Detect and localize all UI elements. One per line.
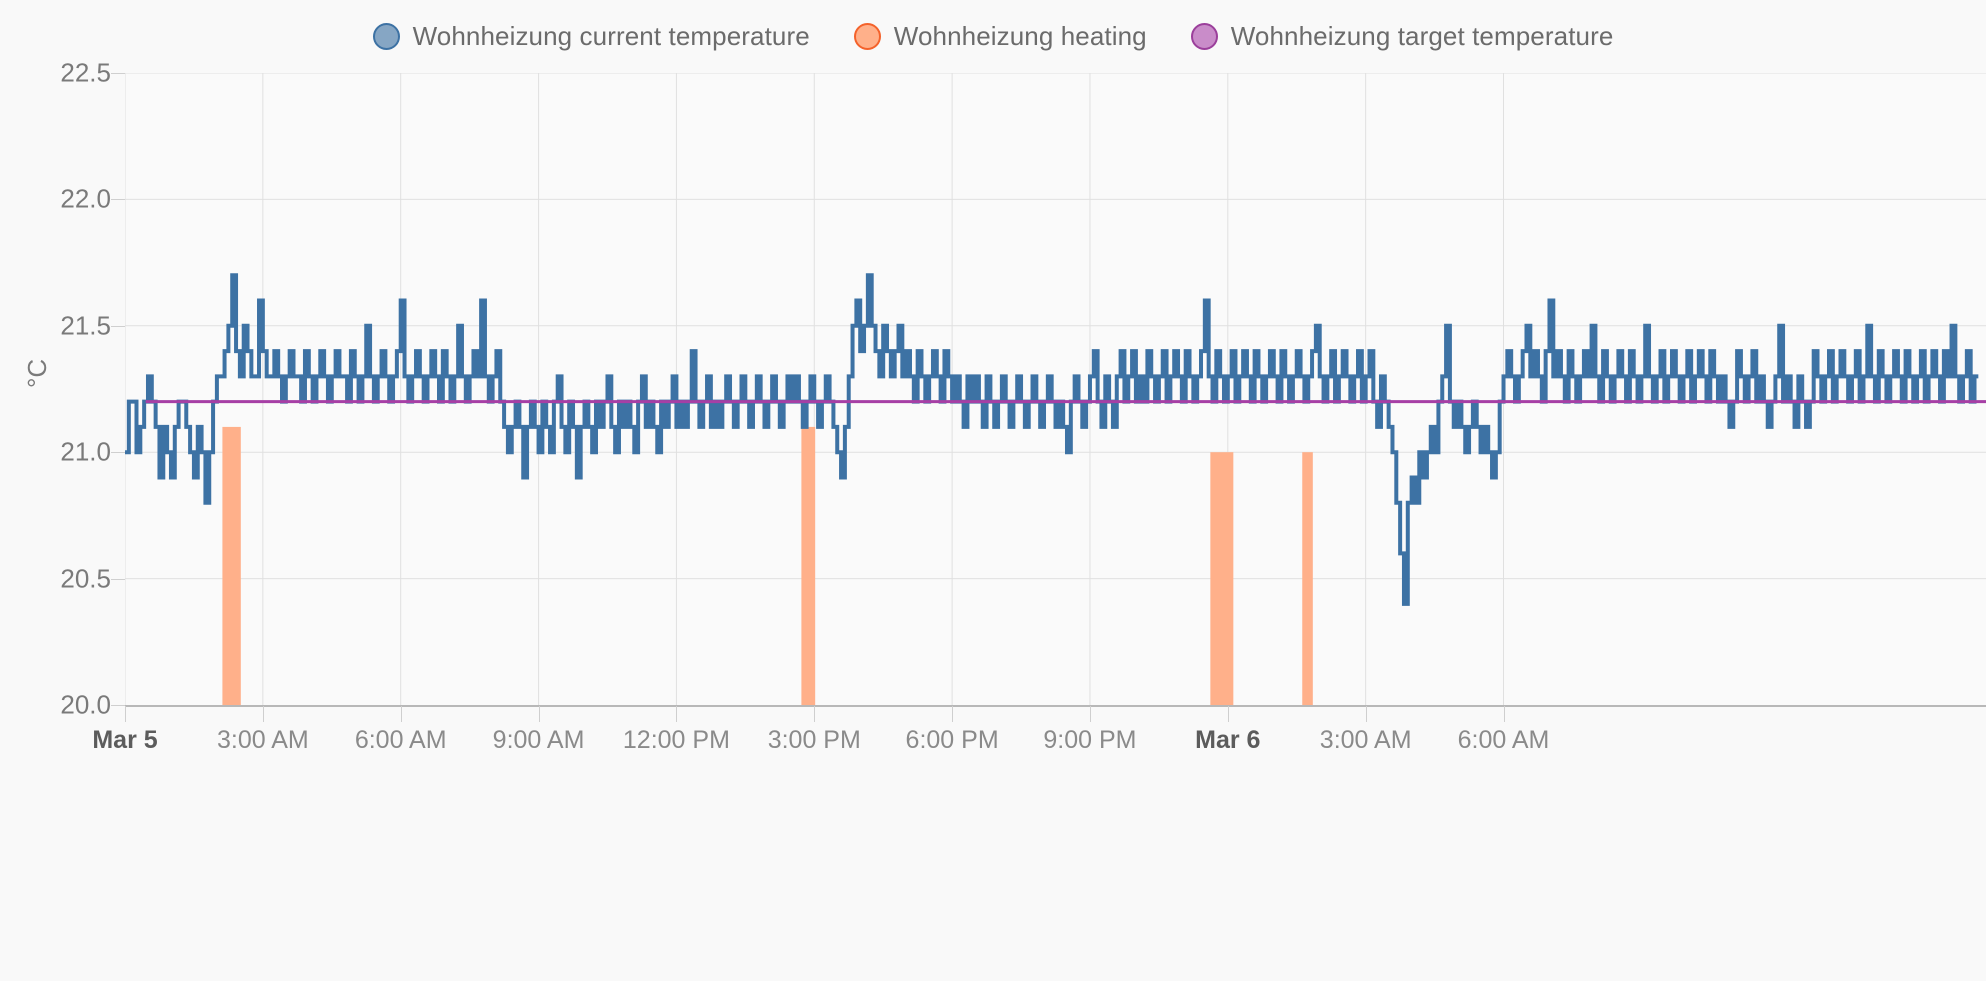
circle-marker-purple-icon <box>1190 22 1218 50</box>
x-axis-tick-mark <box>538 706 540 722</box>
legend-item-current-temperature[interactable]: Wohnheizung current temperature <box>372 20 810 52</box>
x-axis-tick-mark <box>676 706 678 722</box>
x-axis-tick-mark <box>1089 706 1091 722</box>
x-axis-line <box>125 705 1986 707</box>
x-axis-tick-mark <box>952 706 954 722</box>
plot-canvas <box>125 73 1986 705</box>
y-axis-tick-label: 22.0 <box>60 183 111 214</box>
x-axis-tick-mark <box>1227 706 1229 722</box>
y-axis-tick-mark <box>111 199 125 201</box>
x-axis-tick-mark <box>262 706 264 722</box>
x-axis-tick-label: 9:00 PM <box>1043 726 1137 754</box>
legend-item-heating[interactable]: Wohnheizung heating <box>853 20 1147 52</box>
x-axis-tick-label: Mar 5 <box>92 726 158 754</box>
x-axis-tick-label: 9:00 AM <box>492 726 585 754</box>
legend-label-current-temperature: Wohnheizung current temperature <box>412 20 810 51</box>
chart-legend: Wohnheizung current temperature Wohnheiz… <box>0 0 1986 72</box>
x-axis-tick-label: Mar 6 <box>1195 726 1261 754</box>
y-axis-tick-mark <box>111 325 125 327</box>
y-axis-tick-mark <box>111 73 125 74</box>
x-axis-tick-label: 6:00 AM <box>1457 726 1550 754</box>
x-axis-tick-mark <box>1365 706 1367 722</box>
y-axis-tick-mark <box>111 705 125 706</box>
x-axis-tick-label: 6:00 PM <box>905 726 999 754</box>
legend-item-target-temperature[interactable]: Wohnheizung target temperature <box>1190 20 1614 52</box>
x-axis-tick-label: 3:00 AM <box>1319 726 1412 754</box>
y-axis-tick-label: 21.5 <box>60 310 111 341</box>
y-axis-tick-label: 21.0 <box>60 436 111 467</box>
x-axis-tick-label: 3:00 AM <box>216 726 309 754</box>
legend-label-target-temperature: Wohnheizung target temperature <box>1230 20 1614 51</box>
x-axis-tick-label: 6:00 AM <box>354 726 447 754</box>
legend-label-heating: Wohnheizung heating <box>893 20 1147 51</box>
x-axis-tick-mark <box>125 706 126 722</box>
circle-marker-orange-icon <box>853 22 881 50</box>
x-axis-tick-mark <box>1503 706 1505 722</box>
y-axis-tick-label: 20.0 <box>60 689 111 720</box>
y-axis-tick-label: 22.5 <box>60 57 111 88</box>
x-axis-tick-label: 3:00 PM <box>767 726 861 754</box>
y-axis-tick-mark <box>111 452 125 454</box>
circle-marker-blue-icon <box>372 22 400 50</box>
y-axis-tick-mark <box>111 578 125 580</box>
x-axis-tick-label: 12:00 PM <box>622 726 730 754</box>
y-axis-title: °C <box>22 358 52 388</box>
x-axis-tick-mark <box>814 706 816 722</box>
x-axis-tick-mark <box>400 706 402 722</box>
y-axis-tick-label: 20.5 <box>60 563 111 594</box>
current-temperature-series <box>125 273 1979 606</box>
plot-area <box>125 73 1986 705</box>
heating-bars-series <box>222 426 1313 705</box>
